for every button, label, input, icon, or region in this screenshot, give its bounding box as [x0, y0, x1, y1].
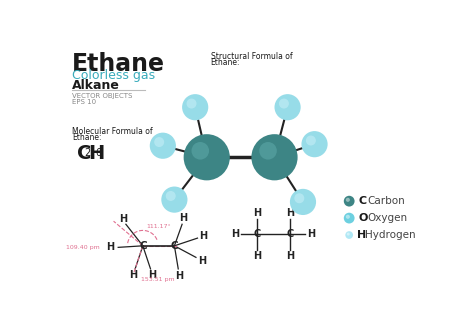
- Text: 109.40 pm: 109.40 pm: [66, 245, 100, 250]
- Text: Hydrogen: Hydrogen: [365, 230, 416, 240]
- Text: 6: 6: [96, 148, 102, 158]
- Circle shape: [183, 134, 230, 180]
- Text: H: H: [253, 251, 261, 261]
- Text: Alkane: Alkane: [72, 79, 120, 92]
- Circle shape: [259, 142, 277, 160]
- Circle shape: [154, 137, 164, 147]
- Text: H: H: [200, 231, 208, 241]
- Text: Colorless gas: Colorless gas: [72, 69, 155, 82]
- Circle shape: [166, 191, 176, 201]
- Text: EPS 10: EPS 10: [72, 99, 96, 105]
- Circle shape: [347, 233, 350, 235]
- Text: C: C: [77, 144, 92, 163]
- Text: H: H: [231, 229, 239, 239]
- Text: H: H: [286, 251, 294, 261]
- Text: H: H: [175, 271, 183, 281]
- Text: 111.17°: 111.17°: [146, 224, 171, 229]
- Circle shape: [294, 193, 304, 203]
- Text: Ethane:: Ethane:: [72, 133, 101, 143]
- Text: C: C: [139, 241, 146, 251]
- Text: H: H: [107, 242, 115, 252]
- Text: C: C: [253, 229, 260, 239]
- Text: 2: 2: [84, 148, 91, 158]
- Circle shape: [290, 189, 316, 215]
- Circle shape: [187, 99, 197, 108]
- Circle shape: [306, 136, 316, 145]
- Text: C: C: [358, 196, 366, 206]
- Text: Ethane: Ethane: [72, 52, 165, 76]
- Circle shape: [344, 213, 355, 223]
- Circle shape: [161, 186, 188, 213]
- Text: H: H: [129, 270, 137, 280]
- Circle shape: [274, 94, 301, 120]
- Circle shape: [346, 215, 350, 219]
- Circle shape: [344, 196, 355, 207]
- Circle shape: [251, 134, 298, 180]
- Text: H: H: [198, 256, 206, 266]
- Text: H: H: [88, 144, 104, 163]
- Text: H: H: [180, 213, 188, 223]
- Text: H: H: [357, 230, 366, 240]
- Text: H: H: [148, 270, 156, 280]
- Text: Carbon: Carbon: [367, 196, 405, 206]
- Text: H: H: [253, 208, 261, 218]
- Text: C: C: [286, 229, 293, 239]
- Text: Structural Formula of: Structural Formula of: [210, 52, 292, 61]
- Circle shape: [279, 99, 289, 108]
- Circle shape: [150, 133, 176, 159]
- Text: H: H: [119, 214, 128, 224]
- Text: 153.51 pm: 153.51 pm: [141, 276, 175, 282]
- Circle shape: [301, 131, 328, 157]
- Text: Molecular Formula of: Molecular Formula of: [72, 127, 153, 136]
- Text: H: H: [286, 208, 294, 218]
- Circle shape: [182, 94, 208, 120]
- Text: H: H: [308, 229, 316, 239]
- Circle shape: [346, 231, 353, 239]
- Text: VECTOR OBJECTS: VECTOR OBJECTS: [72, 93, 132, 99]
- Circle shape: [191, 142, 209, 160]
- Text: O: O: [358, 213, 368, 223]
- Circle shape: [346, 198, 350, 202]
- Text: C: C: [171, 241, 178, 251]
- Text: Oxygen: Oxygen: [367, 213, 407, 223]
- Text: Ethane:: Ethane:: [210, 58, 240, 67]
